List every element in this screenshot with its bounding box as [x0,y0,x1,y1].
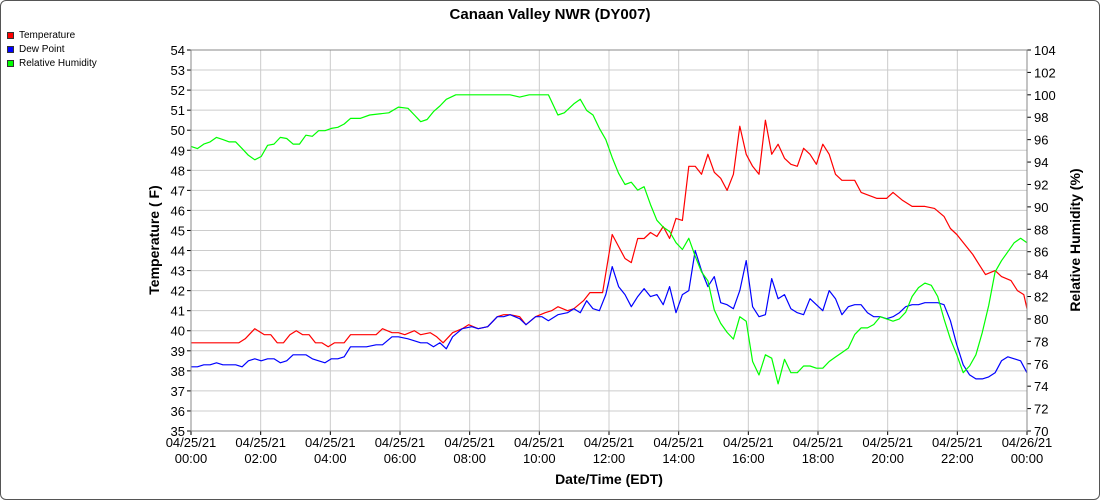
x-axis-label: Date/Time (EDT) [555,471,663,487]
legend-item-temperature: Temperature [7,28,97,42]
axes: 35 36 37 38 39 40 41 42 43 44 45 46 47 48 49 50 51 52 53 54… [166,43,1056,466]
x-tick-label-time: 04:00 [314,451,347,466]
x-tick-label-time: 06:00 [384,451,417,466]
x-tick-label-date: 04/25/21 [862,435,913,450]
y2-tick-label: 78 [1034,334,1048,349]
x-tick-label-date: 04/25/21 [932,435,983,450]
y-tick-label: 53 [171,63,185,78]
legend-item-dew-point: Dew Point [7,42,97,56]
plot-border [190,49,1028,432]
y-tick-label: 43 [171,264,185,279]
legend: Temperature Dew Point Relative Humidity [7,28,97,70]
x-tick-label-date: 04/26/21 [1002,435,1053,450]
y-tick-label: 39 [171,344,185,359]
y-tick-label: 46 [171,203,185,218]
y2-tick-label: 76 [1034,357,1048,372]
x-tick-label-time: 14:00 [662,451,695,466]
y-tick-label: 40 [171,324,185,339]
y-tick-label: 38 [171,364,185,379]
y-tick-label: 41 [171,304,185,319]
y-axis-label: Temperature ( F) [146,185,162,294]
y2-tick-label: 98 [1034,110,1048,125]
y-tick-label: 44 [171,244,185,259]
y2-tick-label: 104 [1034,43,1056,58]
x-tick-label-date: 04/25/21 [723,435,774,450]
y2-tick-label: 88 [1034,222,1048,237]
y-tick-label: 35 [171,424,185,439]
legend-item-relative-humidity: Relative Humidity [7,56,97,70]
y-tick-label: 49 [171,143,185,158]
x-tick-label-time: 02:00 [244,451,277,466]
x-tick-label-date: 04/25/21 [235,435,286,450]
legend-label-relative-humidity: Relative Humidity [19,57,97,69]
legend-label-temperature: Temperature [19,29,76,41]
y-tick-label: 52 [171,83,185,98]
y2-tick-label: 90 [1034,200,1048,215]
y-tick-label: 42 [171,284,185,299]
y2-tick-label: 86 [1034,245,1048,260]
y2-axis-label: Relative Humidity (%) [1067,168,1083,311]
y2-tick-label: 84 [1034,267,1048,282]
x-tick-label-date: 04/25/21 [514,435,565,450]
x-tick-label-date: 04/25/21 [375,435,426,450]
chart-title: Canaan Valley NWR (DY007) [450,6,651,23]
x-tick-label-time: 22:00 [941,451,974,466]
x-tick-label-time: 16:00 [732,451,765,466]
y-tick-label: 47 [171,183,185,198]
y-tick-label: 37 [171,384,185,399]
x-tick-label-time: 18:00 [802,451,835,466]
x-tick-label-time: 00:00 [175,451,208,466]
y2-tick-label: 74 [1034,379,1048,394]
x-tick-label-date: 04/25/21 [305,435,356,450]
legend-swatch-dew-point [7,45,14,53]
x-tick-label-time: 12:00 [593,451,626,466]
legend-label-dew-point: Dew Point [19,43,65,55]
x-tick-label-date: 04/25/21 [166,435,217,450]
series-line-relative-humidity [190,94,1028,385]
series-line-dew-point [191,249,1028,380]
y2-tick-label: 72 [1034,402,1048,417]
y-tick-label: 48 [171,163,185,178]
x-tick-label-date: 04/25/21 [444,435,495,450]
y-tick-label: 36 [171,404,185,419]
x-tick-label-time: 20:00 [871,451,904,466]
x-tick-label-time: 00:00 [1011,451,1044,466]
series-layer [190,94,1028,385]
y2-tick-label: 102 [1034,65,1056,80]
x-tick-label-date: 04/25/21 [793,435,844,450]
y2-tick-label: 92 [1034,177,1048,192]
legend-swatch-relative-humidity [7,59,14,67]
y2-tick-label: 100 [1034,88,1056,103]
y2-tick-label: 80 [1034,312,1048,327]
y-tick-label: 54 [171,43,185,58]
x-tick-label-date: 04/25/21 [653,435,704,450]
x-tick-label-date: 04/25/21 [584,435,635,450]
y-tick-label: 50 [171,123,185,138]
x-tick-label-time: 10:00 [523,451,556,466]
y2-tick-label: 82 [1034,290,1048,305]
y2-tick-label: 96 [1034,133,1048,148]
y2-tick-label: 94 [1034,155,1048,170]
y-tick-label: 51 [171,103,185,118]
y2-tick-label: 70 [1034,424,1048,439]
y-tick-label: 45 [171,223,185,238]
series-line-temperature [191,119,1028,348]
grid [190,49,1028,432]
legend-swatch-temperature [7,31,14,39]
x-tick-label-time: 08:00 [453,451,486,466]
